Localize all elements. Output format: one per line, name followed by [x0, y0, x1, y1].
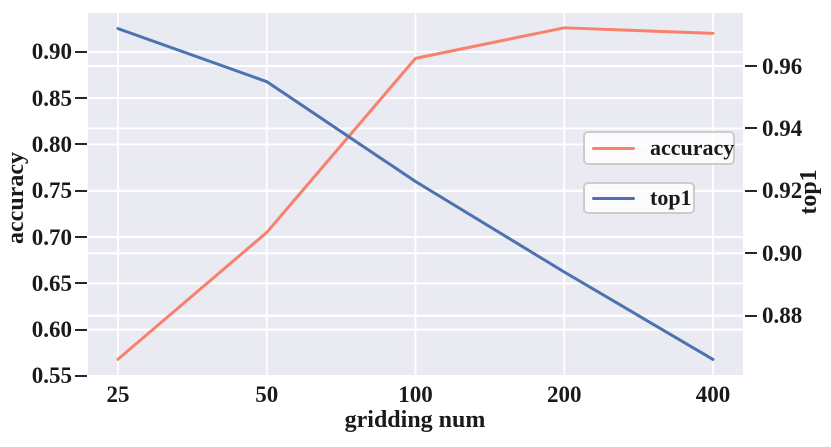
legend-top1: top1: [583, 182, 695, 214]
x-tick-label: 25: [106, 382, 130, 407]
left-tick-label: 0.80: [31, 131, 72, 157]
legend-label-top1: top1: [650, 185, 692, 210]
x-tick-label: 400: [695, 382, 731, 407]
legend-line-sample-accuracy: [592, 146, 635, 150]
left-tick-label: 0.90: [31, 39, 72, 65]
left-tick-label: 0.60: [31, 317, 72, 343]
left-tick-mark: [75, 50, 87, 53]
legend-line-sample-top1: [592, 196, 635, 200]
right-tick-mark: [745, 252, 757, 255]
right-tick-label: 0.94: [762, 115, 803, 141]
x-tick-label: 50: [255, 382, 279, 407]
chart-canvas: [88, 13, 743, 375]
right-tick-label: 0.90: [762, 240, 803, 266]
x-axis-label: gridding num: [344, 407, 486, 433]
right-tick-mark: [745, 65, 757, 68]
right-tick-label: 0.88: [762, 303, 803, 329]
left-tick-mark: [75, 97, 87, 100]
x-tick-label: 100: [398, 382, 433, 407]
left-tick-label: 0.55: [31, 363, 72, 389]
right-tick-label: 0.96: [762, 53, 803, 79]
legend-label-accuracy: accuracy: [650, 135, 735, 160]
left-tick-label: 0.70: [31, 224, 72, 250]
left-tick-mark: [75, 143, 87, 146]
right-tick-mark: [745, 314, 757, 317]
right-tick-label: 0.92: [762, 178, 803, 204]
left-tick-label: 0.75: [31, 178, 72, 204]
left-tick-label: 0.85: [31, 85, 72, 111]
right-tick-mark: [745, 189, 757, 192]
right-tick-mark: [745, 127, 757, 130]
left-tick-mark: [75, 328, 87, 331]
left-tick-mark: [75, 282, 87, 285]
left-tick-label: 0.65: [31, 270, 72, 296]
series-line-accuracy: [116, 26, 715, 361]
left-tick-mark: [75, 374, 87, 377]
left-tick-mark: [75, 189, 87, 192]
x-tick-label: 200: [547, 382, 582, 407]
series-line-top1: [116, 27, 715, 361]
left-tick-mark: [75, 236, 87, 239]
legend-accuracy: accuracy: [583, 131, 735, 165]
